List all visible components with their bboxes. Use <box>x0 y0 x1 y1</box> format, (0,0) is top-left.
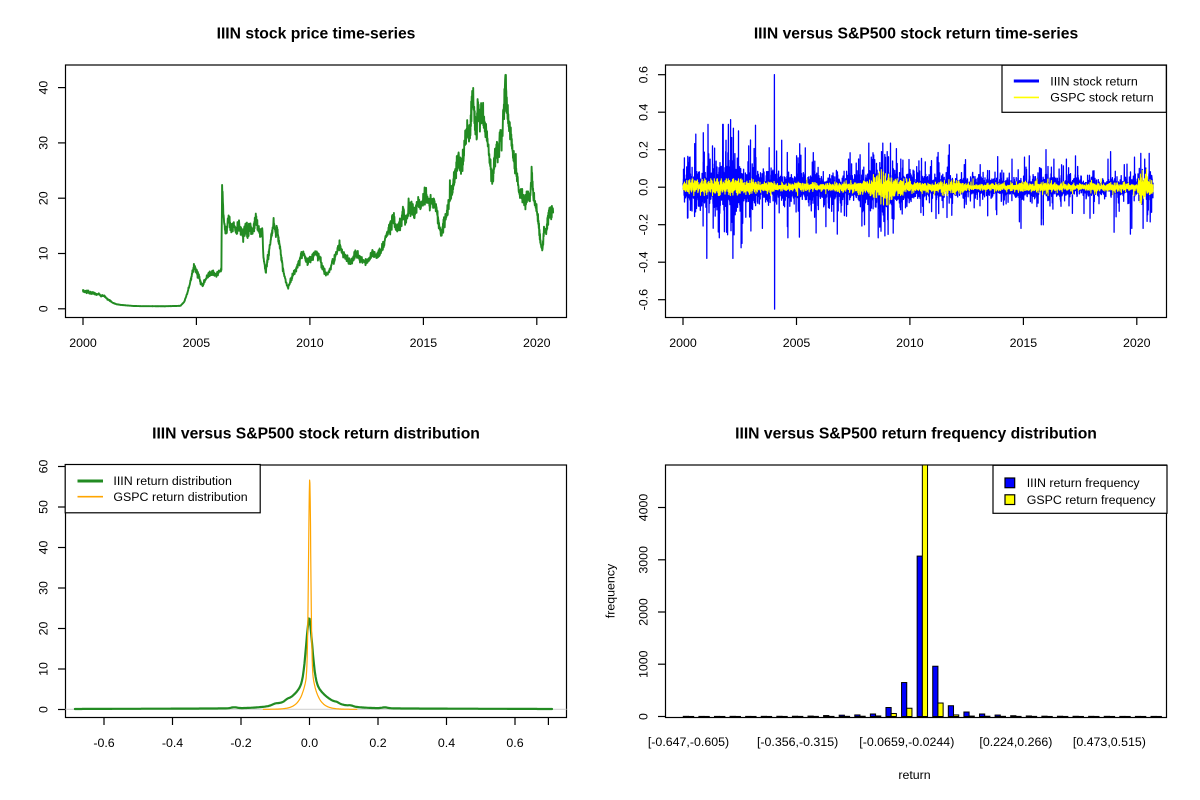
svg-text:IIIN return distribution: IIIN return distribution <box>113 474 232 488</box>
svg-text:0.0: 0.0 <box>301 736 318 750</box>
svg-text:0: 0 <box>36 706 50 713</box>
svg-text:60: 60 <box>36 460 50 474</box>
svg-text:[-0.356,-0.315): [-0.356,-0.315) <box>757 735 838 749</box>
svg-text:2005: 2005 <box>183 336 211 350</box>
svg-text:2015: 2015 <box>1010 336 1038 350</box>
svg-text:IIIN versus S&P500 stock retur: IIIN versus S&P500 stock return distribu… <box>152 426 480 443</box>
svg-text:0.0: 0.0 <box>636 178 650 195</box>
svg-text:-0.6: -0.6 <box>93 736 114 750</box>
svg-text:0: 0 <box>636 713 650 720</box>
svg-text:2020: 2020 <box>523 336 551 350</box>
svg-text:0.2: 0.2 <box>369 736 386 750</box>
svg-text:2020: 2020 <box>1123 336 1151 350</box>
svg-text:40: 40 <box>36 541 50 555</box>
svg-text:30: 30 <box>36 136 50 150</box>
svg-text:-0.2: -0.2 <box>636 214 650 235</box>
svg-text:0.4: 0.4 <box>438 736 455 750</box>
svg-text:[-0.647,-0.605): [-0.647,-0.605) <box>648 735 729 749</box>
svg-text:IIIN stock return: IIIN stock return <box>1050 74 1138 88</box>
svg-text:0.6: 0.6 <box>636 66 650 83</box>
svg-text:2010: 2010 <box>896 336 924 350</box>
svg-text:[0.473,0.515): [0.473,0.515) <box>1073 735 1146 749</box>
svg-text:frequency: frequency <box>604 563 618 618</box>
svg-text:IIIN return frequency: IIIN return frequency <box>1027 476 1141 490</box>
svg-text:2010: 2010 <box>296 336 324 350</box>
svg-text:IIIN versus S&P500 stock retur: IIIN versus S&P500 stock return time-ser… <box>754 26 1079 43</box>
svg-text:20: 20 <box>36 191 50 205</box>
svg-text:-0.4: -0.4 <box>162 736 183 750</box>
svg-text:GSPC return distribution: GSPC return distribution <box>113 490 247 504</box>
svg-text:10: 10 <box>36 662 50 676</box>
svg-text:0.2: 0.2 <box>636 141 650 158</box>
svg-text:2000: 2000 <box>669 336 697 350</box>
svg-text:-0.4: -0.4 <box>636 251 650 272</box>
svg-text:0: 0 <box>36 305 50 312</box>
svg-text:IIIN stock price time-series: IIIN stock price time-series <box>217 26 416 43</box>
svg-text:2000: 2000 <box>69 336 97 350</box>
svg-text:GSPC return frequency: GSPC return frequency <box>1027 493 1157 507</box>
svg-text:0.6: 0.6 <box>506 736 523 750</box>
svg-text:IIIN versus S&P500 return freq: IIIN versus S&P500 return frequency dist… <box>735 426 1097 443</box>
svg-text:3000: 3000 <box>636 546 650 574</box>
svg-text:1000: 1000 <box>636 650 650 678</box>
svg-text:GSPC stock return: GSPC stock return <box>1050 91 1153 105</box>
svg-text:-0.6: -0.6 <box>636 289 650 310</box>
svg-text:[-0.0659,-0.0244): [-0.0659,-0.0244) <box>859 735 954 749</box>
svg-text:-0.2: -0.2 <box>230 736 251 750</box>
svg-text:0.4: 0.4 <box>636 103 650 120</box>
svg-text:2000: 2000 <box>636 598 650 626</box>
svg-text:10: 10 <box>36 247 50 261</box>
svg-text:50: 50 <box>36 500 50 514</box>
svg-text:2015: 2015 <box>410 336 438 350</box>
svg-text:2005: 2005 <box>783 336 811 350</box>
svg-text:30: 30 <box>36 581 50 595</box>
svg-text:return: return <box>898 768 930 782</box>
svg-text:[0.224,0.266): [0.224,0.266) <box>979 735 1052 749</box>
svg-text:20: 20 <box>36 622 50 636</box>
svg-text:40: 40 <box>36 81 50 95</box>
svg-text:4000: 4000 <box>636 494 650 522</box>
